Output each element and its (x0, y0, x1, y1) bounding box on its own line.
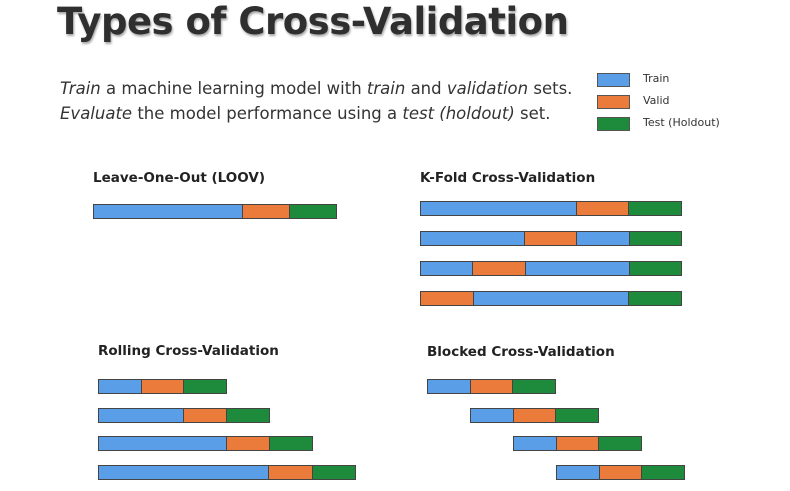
loov-row-1-train-segment (94, 205, 242, 218)
rolling-bar-row-3 (98, 436, 313, 451)
kfold-row-4-test-segment (628, 292, 681, 305)
loov-row-1-test-segment (289, 205, 337, 218)
kfold-row-3-test-segment (628, 262, 682, 275)
kfold-row-2-train-segment (421, 232, 524, 245)
blocked-bar-row-1 (427, 379, 556, 394)
loov-bar-row-1 (93, 204, 338, 219)
blocked-row-2-valid-segment (512, 408, 556, 422)
kfold-row-2-test-segment (628, 232, 682, 245)
rolling-row-4-test-segment (311, 465, 355, 479)
kfold-bar-row-1 (420, 201, 682, 216)
legend-label-valid: Valid (643, 94, 670, 107)
blocked-bar-row-4 (556, 464, 685, 480)
kfold-row-1-test-segment (628, 202, 681, 215)
kfold-row-3-train-segment (421, 262, 473, 275)
rolling-row-4-valid-segment (268, 465, 312, 479)
description-line-1: Train a machine learning model with trai… (60, 79, 573, 98)
kfold-bar-row-3 (420, 261, 682, 276)
rolling-bar-row-2 (98, 407, 270, 423)
rolling-row-1-valid-segment (140, 380, 184, 393)
kfold-row-4-valid-segment (421, 292, 473, 305)
page-title: Types of Cross-Validation (57, 0, 569, 43)
blocked-row-2-train-segment (471, 408, 513, 422)
blocked-row-1-train-segment (428, 380, 470, 393)
blocked-row-3-valid-segment (555, 437, 599, 450)
rolling-panel-title: Rolling Cross-Validation (98, 343, 279, 359)
kfold-panel-title: K-Fold Cross-Validation (420, 170, 596, 186)
legend-swatch-test (597, 117, 630, 131)
rolling-row-3-train-segment (99, 437, 226, 450)
kfold-bar-row-4 (420, 291, 682, 306)
blocked-row-4-test-segment (641, 465, 685, 479)
blocked-row-1-valid-segment (469, 380, 513, 393)
loov-row-1-valid-segment (241, 205, 290, 218)
blocked-row-3-train-segment (514, 437, 556, 450)
legend-label-train: Train (643, 72, 670, 85)
rolling-bar-row-4 (98, 464, 356, 480)
blocked-row-4-valid-segment (598, 465, 642, 479)
rolling-row-1-test-segment (183, 380, 227, 393)
rolling-row-2-test-segment (226, 408, 269, 422)
rolling-row-3-test-segment (268, 437, 312, 450)
blocked-bar-row-2 (470, 407, 599, 423)
blocked-row-2-test-segment (555, 408, 599, 422)
description-line-2: Evaluate the model performance using a t… (60, 104, 551, 123)
kfold-row-1-train-segment (421, 202, 576, 215)
blocked-row-1-test-segment (512, 380, 556, 393)
rolling-row-1-train-segment (99, 380, 141, 393)
loov-panel-title: Leave-One-Out (LOOV) (93, 170, 266, 186)
rolling-row-4-train-segment (99, 465, 269, 479)
kfold-row-4-train-segment (472, 292, 629, 305)
legend-swatch-valid (597, 95, 630, 109)
legend-swatch-train (597, 73, 630, 87)
blocked-bar-row-3 (513, 436, 642, 451)
rolling-row-3-valid-segment (225, 437, 269, 450)
description: Train a machine learning model with trai… (60, 76, 572, 126)
kfold-row-1-valid-segment (575, 202, 629, 215)
rolling-row-2-valid-segment (183, 408, 226, 422)
kfold-row-3-valid-segment (472, 262, 525, 275)
kfold-row-2-valid-segment (523, 232, 577, 245)
kfold-row-3-train-segment (524, 262, 629, 275)
blocked-row-4-train-segment (557, 465, 599, 479)
kfold-row-2-train-segment (576, 232, 629, 245)
rolling-row-2-train-segment (99, 408, 183, 422)
blocked-row-3-test-segment (598, 437, 642, 450)
legend-label-test: Test (Holdout) (643, 116, 720, 129)
kfold-bar-row-2 (420, 231, 682, 246)
rolling-bar-row-1 (98, 379, 227, 394)
blocked-panel-title: Blocked Cross-Validation (427, 344, 615, 360)
